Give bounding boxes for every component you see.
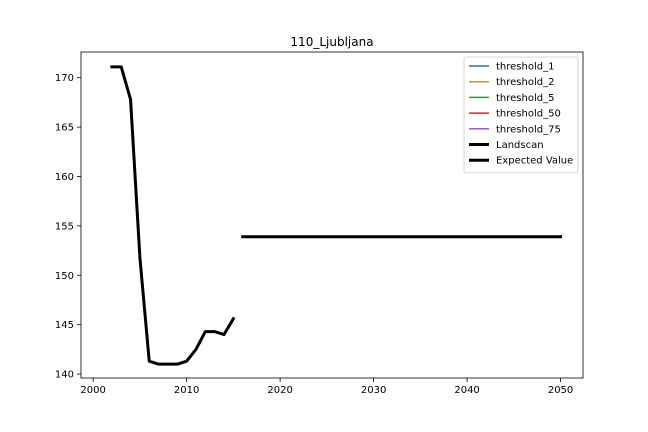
legend-box bbox=[463, 56, 579, 174]
legend-label-2: threshold_5 bbox=[496, 93, 554, 104]
x-tick-label-1: 2010 bbox=[174, 385, 199, 396]
chart-title: 110_Ljubljana bbox=[290, 35, 373, 49]
y-tick-label-0: 140 bbox=[55, 370, 74, 381]
legend-label-1: threshold_2 bbox=[496, 77, 554, 88]
y-axis: 140 145 150 155 160 165 170 bbox=[55, 73, 81, 381]
y-tick-label-1: 145 bbox=[55, 320, 74, 331]
x-axis: 2000 2010 2020 2030 2040 2050 bbox=[80, 378, 573, 396]
legend-label-6: Expected Value bbox=[496, 156, 573, 167]
y-tick-label-6: 170 bbox=[55, 73, 74, 84]
legend: threshold_1 threshold_2 threshold_5thresho… bbox=[463, 56, 579, 174]
x-tick-label-0: 2000 bbox=[80, 385, 105, 396]
legend-label-4: threshold_75 bbox=[496, 124, 561, 135]
series-line-5 bbox=[110, 65, 236, 366]
x-tick-label-3: 2030 bbox=[361, 385, 386, 396]
plot-area bbox=[80, 51, 584, 379]
y-tick-label-4: 160 bbox=[55, 172, 74, 183]
y-tick-label-5: 165 bbox=[55, 123, 74, 134]
y-tick-label-2: 150 bbox=[55, 271, 74, 282]
x-tick-label-5: 2050 bbox=[548, 385, 573, 396]
legend-label-5: Landscan bbox=[496, 140, 544, 151]
legend-label-0: threshold_1 bbox=[496, 62, 554, 73]
x-tick-label-4: 2040 bbox=[454, 385, 479, 396]
plot-frame bbox=[80, 51, 584, 379]
y-tick-label-3: 155 bbox=[55, 221, 74, 232]
legend-label-3: threshold_50 bbox=[496, 109, 561, 120]
x-tick-label-2: 2020 bbox=[267, 385, 292, 396]
